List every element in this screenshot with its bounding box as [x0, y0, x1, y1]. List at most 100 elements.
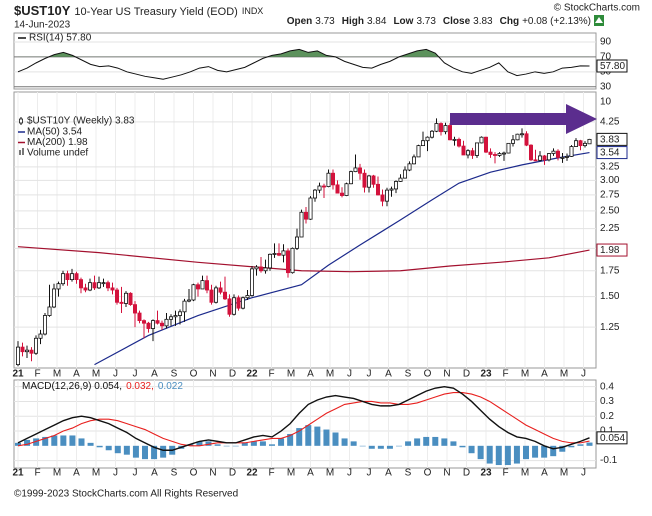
candle-body	[240, 297, 245, 309]
candle-body	[182, 300, 187, 313]
candle-body	[177, 311, 182, 316]
candle-body	[88, 282, 93, 291]
overbought-fill	[18, 49, 590, 57]
x-tick-label: 23	[480, 468, 492, 479]
candle-body	[411, 156, 416, 165]
candle-body	[74, 273, 79, 281]
x-tick-label: F	[268, 468, 274, 479]
histogram-bar	[87, 442, 94, 446]
candle-body	[574, 140, 579, 147]
macd-label-part: MACD(12,26,9) 0.054,	[22, 381, 122, 392]
candle-body	[101, 282, 106, 285]
histogram-bar	[459, 445, 466, 448]
histogram-bar	[305, 425, 312, 446]
price-panel	[13, 91, 597, 369]
rsi-line	[17, 48, 590, 80]
x-tick-label: A	[541, 369, 548, 380]
candle-body	[110, 287, 115, 291]
y-tick-label: 1.25	[600, 322, 620, 333]
candle-body	[195, 284, 200, 290]
value-box-label: 3.54	[600, 148, 620, 159]
quote-value: 3.83	[473, 16, 493, 27]
candle-body	[538, 155, 543, 161]
candle-body	[258, 266, 263, 272]
value-box-label: 1.98	[600, 245, 620, 256]
candle-body	[560, 156, 565, 159]
y-tick-label: 1.75	[600, 265, 620, 276]
candle-body	[209, 289, 214, 303]
value-box-label: 57.80	[600, 61, 625, 72]
candle-body	[344, 183, 349, 196]
histogram-bar	[278, 438, 285, 446]
candle-body	[308, 197, 313, 220]
candle-body	[429, 130, 434, 138]
x-tick-label: A	[151, 369, 158, 380]
candle-body	[533, 159, 538, 162]
moving-average	[17, 246, 590, 273]
y-tick-label: 0.4	[600, 381, 614, 392]
candle-body	[204, 280, 209, 291]
value-box-label: 0.054	[600, 433, 625, 444]
candle-body	[456, 138, 461, 147]
candle-body	[29, 349, 34, 354]
histogram-bar	[132, 445, 139, 458]
x-tick-label: M	[92, 468, 100, 479]
value-box	[596, 132, 628, 146]
candle-body	[124, 292, 129, 304]
histogram-bar	[450, 441, 457, 446]
legend-label: MA(200) 1.98	[27, 137, 88, 148]
value-box	[596, 146, 628, 160]
candle-body	[465, 150, 470, 156]
candle-body	[294, 236, 299, 249]
histogram-bar	[123, 445, 130, 455]
y-tick-label: 0.2	[600, 411, 614, 422]
histogram-bar	[486, 445, 493, 464]
x-tick-label: M	[92, 369, 100, 380]
rsi-tick-label: 90	[600, 37, 612, 48]
candle-body	[61, 273, 66, 285]
x-tick-label: M	[287, 369, 295, 380]
candle-body	[326, 172, 331, 188]
histogram-bar	[559, 445, 566, 452]
candle-body	[52, 288, 57, 308]
histogram-bar	[423, 436, 430, 446]
candle-body	[83, 287, 88, 291]
candle-body	[384, 189, 389, 202]
x-tick-label: 22	[246, 468, 258, 479]
candle-body	[150, 320, 155, 329]
candle-body	[159, 322, 164, 327]
x-tick-label: A	[73, 468, 80, 479]
x-tick-label: J	[367, 369, 372, 380]
x-tick-label: 22	[246, 369, 258, 380]
y-tick-label: 0.3	[600, 396, 614, 407]
histogram-bar	[377, 445, 384, 449]
histogram-bar	[368, 445, 375, 449]
y-tick-label: -0.1	[600, 455, 618, 466]
exchange: INDX	[242, 6, 264, 16]
candle-body	[249, 268, 254, 296]
candle-body	[236, 297, 241, 309]
candle-body	[357, 167, 362, 174]
candle-body	[92, 282, 97, 289]
trend-arrow	[450, 104, 597, 134]
candle-body	[501, 152, 506, 155]
candle-body	[583, 142, 588, 147]
candle-body	[339, 192, 344, 196]
legend-icon	[22, 148, 24, 155]
rsi-tick-label: 30	[600, 81, 612, 92]
candle-body	[366, 175, 371, 188]
candle-body	[474, 142, 479, 156]
histogram-bar	[69, 435, 76, 446]
candle-body	[132, 304, 137, 314]
candle-body	[569, 146, 574, 157]
candle-body	[263, 267, 268, 272]
y-tick-label: 3.00	[600, 175, 620, 186]
candle-body	[447, 125, 452, 141]
histogram-bar	[51, 435, 58, 446]
candle-body	[97, 282, 102, 289]
x-tick-label: O	[190, 468, 198, 479]
x-tick-label: S	[171, 369, 178, 380]
candle-body	[155, 320, 160, 324]
quote-label: Low	[393, 16, 413, 27]
